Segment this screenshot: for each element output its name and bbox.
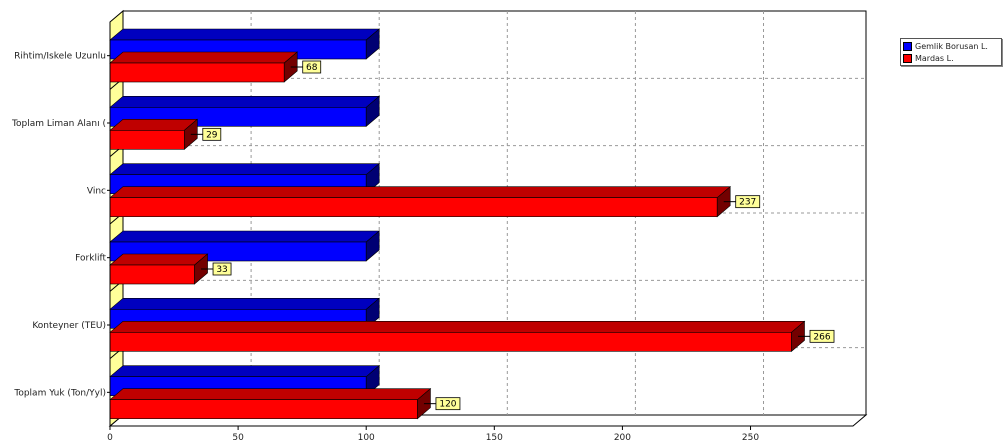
category-label: Forklift [75, 254, 106, 264]
category-label: Toplam Yuk (Ton/Yyl) [13, 388, 106, 398]
bar-series-2 [109, 118, 199, 150]
legend-swatch-series-2 [903, 53, 912, 63]
data-label: 237 [739, 198, 756, 208]
category-label: Vinc [87, 186, 106, 196]
data-label-box [202, 127, 222, 141]
bar-series-2 [109, 320, 806, 352]
x-tick-label: 200 [614, 433, 631, 443]
data-label-box [302, 60, 322, 74]
bar-top-face [109, 365, 381, 377]
x-tick-label: 150 [486, 433, 503, 443]
data-label: 120 [439, 400, 456, 410]
bar-side-face [365, 95, 380, 127]
bar-front-face [109, 197, 718, 217]
bar-series-2 [109, 253, 209, 285]
bar-top-face [109, 253, 209, 266]
bar-top-face [109, 321, 806, 333]
category-label: Toplam Liman Alanı ( [11, 119, 106, 129]
bar-top-face [109, 388, 432, 400]
bar-top-face [109, 298, 381, 310]
bar-side-face [365, 230, 380, 262]
legend-item-series-2: Mardas L. [903, 52, 999, 64]
data-label: 29 [206, 130, 218, 140]
data-label-box [735, 195, 761, 209]
data-label-box [435, 397, 461, 411]
legend-swatch-series-1 [903, 41, 912, 51]
bar-series-2 [109, 388, 432, 420]
bar-top-face [109, 186, 732, 198]
x-tick-label: 50 [232, 433, 244, 443]
bar-top-face [109, 230, 381, 243]
bar-front-face [109, 332, 792, 352]
data-label-box [809, 329, 835, 343]
bar-series-1 [109, 95, 381, 127]
category-label: Konteyner (TEU) [32, 321, 106, 331]
bar-front-face [109, 130, 185, 150]
legend: Gemlik Borusan L. Mardas L. [900, 38, 1002, 66]
bar-front-face [109, 62, 285, 83]
bar-top-face [109, 96, 381, 108]
legend-label-series-2: Mardas L. [915, 53, 954, 63]
data-label: 68 [306, 63, 318, 73]
bar-side-face [365, 28, 380, 60]
data-label: 33 [216, 265, 227, 275]
legend-item-series-1: Gemlik Borusan L. [903, 40, 999, 52]
bar-series-2 [109, 186, 732, 218]
data-label: 266 [813, 332, 830, 342]
bar-top-face [109, 163, 381, 175]
bar-front-face [109, 264, 195, 285]
bar-top-face [109, 119, 199, 131]
category-label: Rihtim/Iskele Uzunlu [14, 52, 106, 62]
data-label-box [212, 262, 232, 276]
data-label-layer: 68 29 237 33 266 120 [190, 60, 835, 411]
bar-front-face [109, 399, 418, 419]
x-tick-label: 0 [107, 433, 113, 443]
bar-series-2 [109, 51, 299, 83]
bar-top-face [109, 28, 381, 41]
x-tick-label: 250 [742, 433, 759, 443]
bar-top-face [109, 51, 299, 64]
x-tick-label: 100 [358, 433, 375, 443]
legend-label-series-1: Gemlik Borusan L. [915, 41, 988, 51]
